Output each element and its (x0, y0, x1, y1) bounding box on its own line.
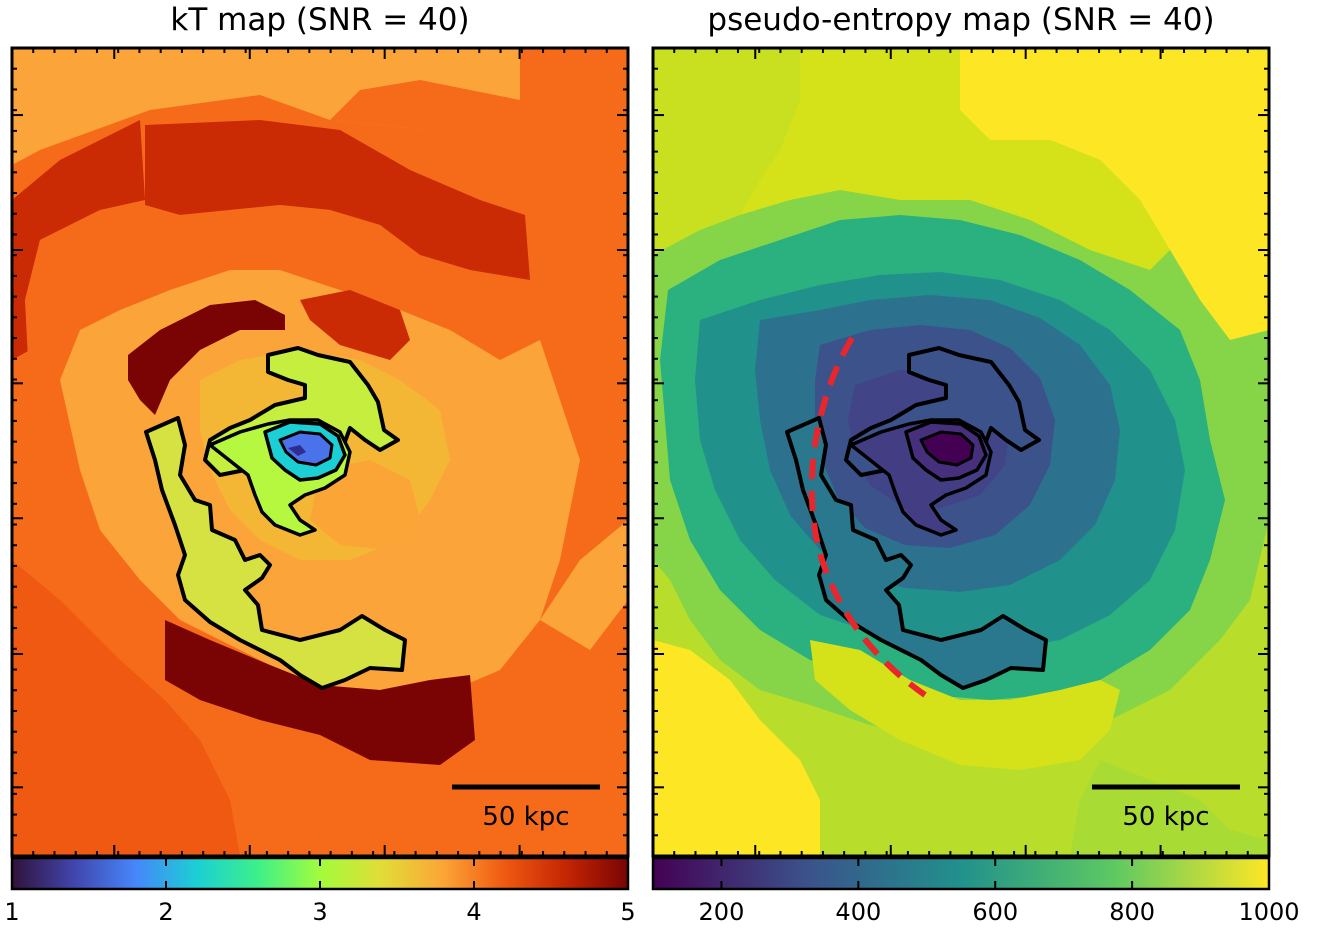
entropy-colorbar-ticks (720, 858, 1270, 889)
colorbar-tick-label: 3 (312, 898, 328, 926)
colorbar-tick-label: 800 (1109, 898, 1156, 926)
colorbar-tick-label: 200 (698, 898, 745, 926)
kt-outer-contour (144, 416, 407, 690)
entropy-map-ticks (652, 47, 1270, 857)
entropy-map-title: pseudo-entropy map (SNR = 40) (707, 2, 1215, 38)
kt-contour-regions (144, 346, 407, 690)
shock-front-arc (808, 336, 927, 698)
kt-map-ticks (11, 47, 629, 857)
kt-core-contour (278, 430, 334, 467)
kt-map-title: kT map (SNR = 40) (170, 2, 470, 38)
entropy-colorbar (651, 856, 1271, 891)
kt-colorbar-ticks (11, 858, 629, 889)
entropy-scalebar-label: 50 kpc (1122, 802, 1209, 832)
colorbar-tick-label: 4 (466, 898, 482, 926)
kt-scalebar-label: 50 kpc (482, 802, 569, 832)
entropy-core-contour (919, 430, 975, 467)
colorbar-tick-label: 1000 (1238, 898, 1300, 926)
colorbar-tick-label: 5 (620, 898, 636, 926)
colorbar-tick-label: 1 (4, 898, 20, 926)
entropy-map-frame (651, 46, 1271, 858)
colorbar-tick-label: 600 (972, 898, 1019, 926)
colorbar-tick-label: 2 (158, 898, 174, 926)
kt-core-center (288, 445, 306, 456)
kt-map-frame (10, 46, 630, 858)
colorbar-tick-label: 400 (835, 898, 882, 926)
